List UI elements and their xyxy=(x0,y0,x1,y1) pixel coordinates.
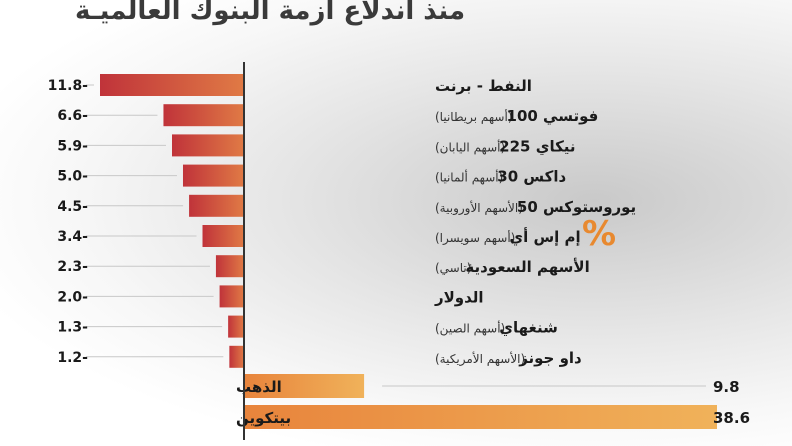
bar-6 xyxy=(202,225,244,247)
value-label-9: 1.3- xyxy=(57,320,88,336)
value-label-5: 4.5- xyxy=(57,199,88,215)
category-label-3: نيكاي 225(أسهم اليابان) xyxy=(435,137,576,156)
bar-1 xyxy=(100,74,244,96)
bar-4 xyxy=(182,164,244,187)
bar-10 xyxy=(229,345,244,368)
value-label-4: 5.0- xyxy=(57,169,88,185)
category-label-11: الذهب xyxy=(236,378,282,396)
category-label-8: الدولار xyxy=(434,288,484,306)
value-label-8: 2.0- xyxy=(57,289,88,305)
bar-5 xyxy=(189,194,244,217)
value-label-11: 9.8 xyxy=(713,378,740,396)
percent-unit-symbol: % xyxy=(582,214,617,254)
category-label-6: إم إس أي(أسهم سويسرا) xyxy=(435,227,581,247)
category-label-1: النفط - برنت xyxy=(435,77,532,95)
value-label-7: 2.3- xyxy=(57,259,88,275)
category-label-10: داو جونز(الأسهم الأمريكية) xyxy=(435,349,582,367)
value-label-3: 5.9- xyxy=(57,138,88,154)
category-label-7: الأسهم السعودية(تاسي) xyxy=(435,258,590,276)
bar-7 xyxy=(215,255,244,278)
category-label-2: فوتسي 100(أسهم بريطانيا) xyxy=(435,107,598,125)
category-label-9: شنغهاي(أسهم الصين) xyxy=(435,319,558,338)
bar-2 xyxy=(163,104,244,127)
category-label-5: يوروستوكس 50(الأسهم الأوروبية) xyxy=(435,198,636,216)
value-label-1: 11.8- xyxy=(48,78,89,94)
bar-3 xyxy=(172,134,244,157)
bar-11 xyxy=(244,374,365,398)
bar-12 xyxy=(244,405,717,429)
category-label-4: داكس 30(أسهم ألمانيا) xyxy=(435,168,566,186)
value-label-12: 38.6 xyxy=(713,409,750,427)
category-label-12: بيتكوين xyxy=(236,409,291,427)
bar-9 xyxy=(228,315,244,338)
value-label-2: 6.6- xyxy=(57,108,88,124)
bar-8 xyxy=(219,285,244,308)
value-label-6: 3.4- xyxy=(57,229,88,245)
chart-title: منذ اندلاع أزمة البنوك العالميـة xyxy=(74,0,466,26)
value-label-10: 1.2- xyxy=(57,350,88,366)
